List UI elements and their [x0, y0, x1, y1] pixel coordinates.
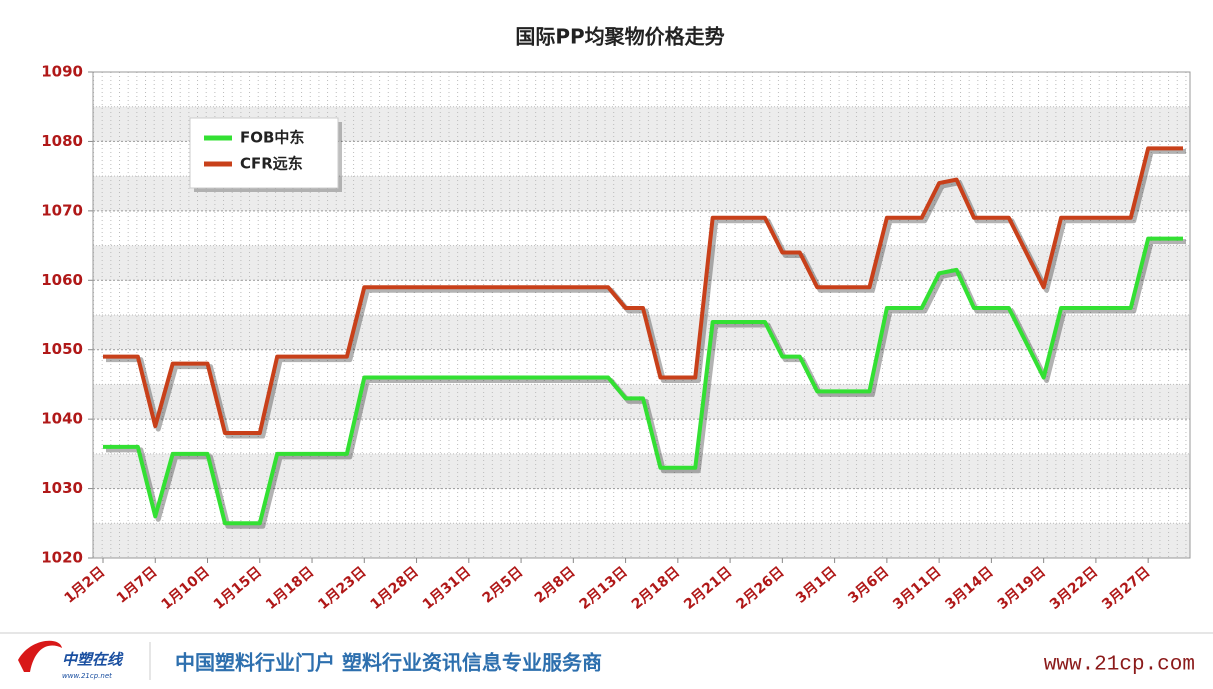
x-tick-label: 2月5日 [480, 564, 527, 607]
x-tick-label: 2月8日 [532, 564, 579, 607]
chart-title: 国际PP均聚物价格走势 [515, 25, 724, 49]
series-line [103, 236, 1183, 526]
y-tick-label: 1050 [41, 340, 83, 358]
plot-frame [92, 71, 1191, 559]
x-tick-label: 2月13日 [577, 564, 631, 613]
x-tick-label: 1月31日 [420, 564, 474, 613]
legend: FOB中东 CFR远东 [189, 117, 342, 192]
legend-label: FOB中东 [240, 129, 304, 147]
x-tick-label: 1月7日 [114, 564, 161, 607]
x-tick-label: 3月11日 [890, 564, 944, 613]
y-tick-label: 1070 [41, 201, 83, 219]
line-shadow [106, 239, 1186, 529]
x-tick-label: 2月18日 [629, 564, 683, 613]
y-tick-label: 1030 [41, 479, 83, 497]
line-shadow [106, 148, 1186, 439]
logo-name: 中塑在线 [62, 651, 124, 669]
x-tick-label: 1月18日 [263, 564, 317, 613]
footer-site: www.21cp.com [1044, 654, 1195, 677]
plot-background [93, 72, 1190, 558]
x-tick-label: 1月2日 [61, 564, 108, 607]
y-tick-label: 1020 [41, 549, 83, 567]
y-tick-label: 1090 [41, 63, 83, 81]
x-tick-label: 3月6日 [845, 564, 892, 607]
y-tick-label: 1060 [41, 271, 83, 289]
x-tick-label: 1月28日 [368, 564, 422, 613]
legend-box [189, 117, 339, 189]
footer-slogan: 中国塑料行业门户 塑料行业资讯信息专业服务商 [175, 651, 602, 675]
logo-url: www.21cp.net [62, 672, 112, 680]
x-tick-label: 3月14日 [942, 564, 996, 613]
x-tick-label: 1月10日 [159, 564, 213, 613]
logo-icon [18, 640, 62, 672]
y-tick-label: 1080 [41, 132, 83, 150]
x-tick-label: 3月19日 [995, 564, 1049, 613]
x-tick-label: 3月22日 [1047, 564, 1101, 613]
x-tick-label: 2月26日 [733, 564, 787, 613]
legend-label: CFR远东 [240, 155, 303, 173]
y-tick-label: 1040 [41, 410, 83, 428]
series-line [103, 146, 1183, 436]
x-tick-label: 1月23日 [315, 564, 369, 613]
lines [103, 146, 1186, 529]
x-tick-label: 2月21日 [681, 564, 735, 613]
x-tick-label: 3月1日 [793, 564, 840, 607]
x-tick-label: 1月15日 [211, 564, 265, 613]
x-tick-label: 3月27日 [1099, 564, 1153, 613]
